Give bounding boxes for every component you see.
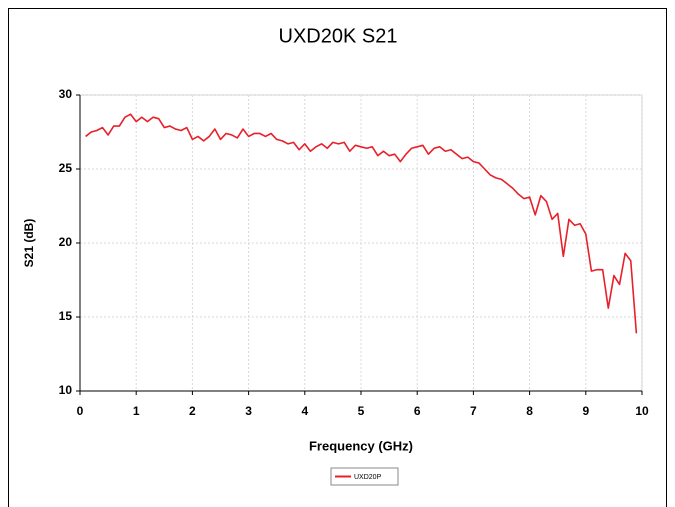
x-tick-label: 10: [635, 404, 649, 418]
x-axis-label: Frequency (GHz): [309, 438, 413, 453]
x-tick-label: 7: [470, 404, 477, 418]
y-axis-label: S21 (dB): [22, 219, 36, 268]
data-line: [85, 113, 638, 334]
legend-label: UXD20P: [354, 474, 382, 481]
x-tick-label: 1: [133, 404, 140, 418]
x-tick-label: 8: [526, 404, 533, 418]
chart-title: UXD20K S21: [279, 25, 398, 47]
y-tick-label: 10: [59, 383, 73, 397]
x-tick-label: 6: [414, 404, 421, 418]
y-tick-label: 15: [59, 309, 73, 323]
x-tick-label: 3: [245, 404, 252, 418]
y-tick-label: 25: [59, 161, 73, 175]
x-tick-label: 5: [358, 404, 365, 418]
y-tick-label: 30: [59, 87, 73, 101]
x-tick-label: 9: [582, 404, 589, 418]
legend-box: [330, 467, 399, 486]
x-tick-label: 2: [189, 404, 196, 418]
x-tick-label: 0: [77, 404, 84, 418]
y-tick-label: 20: [59, 235, 73, 249]
x-tick-label: 4: [301, 404, 308, 418]
